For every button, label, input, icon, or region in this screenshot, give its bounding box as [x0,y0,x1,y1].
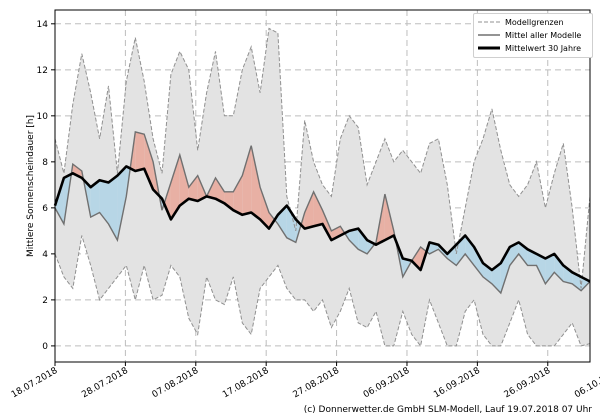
fill-above-19 [224,191,234,211]
fill-below-57 [563,265,573,284]
fill-below-6 [108,175,118,241]
fill-below-5 [99,180,109,224]
fill-above-13 [170,154,180,220]
legend-item-climatology: Mittelwert 30 Jahre [478,42,581,54]
fill-below-55 [545,253,555,284]
y-axis-label: Mittlere Sonnenscheindauer [h] [26,115,36,257]
fill-above-40 [411,247,421,270]
fill-above-12b [164,182,171,220]
legend-swatch-black [478,46,500,50]
legend-label-model-range: Modellgrenzen [505,17,564,27]
legend-item-model-range: Modellgrenzen [478,16,564,28]
model-max-line [54,27,591,289]
fill-below-56 [554,253,564,282]
fill-below-0 [55,177,64,224]
model-range-band [55,28,590,346]
fill-below-50 [500,247,510,293]
legend-label-model-mean: Mittel aller Modelle [505,30,582,40]
x-tick-label-17.08.2018: 17.08.2018 [221,366,271,401]
fill-below-59 [581,276,590,291]
legend-swatch-dashed [478,21,500,23]
fill-above-22 [251,145,261,220]
copyright-credit: (c) Donnerwetter.de GmbH SLM-Modell, Lau… [303,405,592,415]
y-tick-label-4: 4 [42,250,48,260]
x-axis: 18.07.2018 28.07.2018 07.08.2018 17.08.2018… [10,362,600,400]
plot-frame [54,9,591,363]
y-tick-label-2: 2 [42,296,48,306]
legend-item-model-mean: Mittel aller Modelle [478,29,581,41]
x-tick-label-16.09.2018: 16.09.2018 [432,366,482,401]
climatology-line [53,165,591,283]
fill-below-46 [465,235,475,266]
fill-below-47 [474,247,483,277]
fill-above-9 [135,131,145,171]
x-tick-label-07.08.2018: 07.08.2018 [151,366,201,401]
x-tick-label-26.09.2018: 26.09.2018 [503,366,553,401]
fill-above-23 [260,187,269,229]
model-range-area [55,28,590,346]
y-tick-label-8: 8 [42,158,48,168]
fill-below-51 [509,242,519,266]
fill-below-7 [117,166,127,241]
x-tick-label-28.07.2018: 28.07.2018 [80,366,130,401]
series-lines [53,27,591,348]
fill-above-20 [233,175,243,215]
y-tick-label-12: 12 [37,66,48,76]
model-mean-line [54,131,591,295]
y-tick-label-10: 10 [37,112,49,122]
fill-above-30 [322,210,332,241]
fill-below-26 [286,205,296,243]
fill-below-34 [358,228,368,254]
legend-swatch-gray [478,34,500,36]
x-tick-label-06.09.2018: 06.09.2018 [362,366,412,401]
y-tick-label-14: 14 [37,20,49,30]
legend: Modellgrenzen Mittel aller Modelle Mitte… [473,13,593,58]
fill-above-10 [144,134,154,190]
y-tick-label-0: 0 [42,342,48,352]
fill-above-21 [242,145,252,215]
y-tick-label-6: 6 [42,204,48,214]
fill-below-33 [349,228,359,250]
fill-below-4 [90,180,100,218]
x-tick-label-18.07.2018: 18.07.2018 [10,366,60,401]
x-tick-label-06.10.2018: 06.10.2018 [573,366,600,401]
fill-above-29 [313,191,323,227]
fill-above-15 [188,175,198,201]
fill-above-18 [215,177,225,204]
fill-below-54 [536,253,546,284]
fill-above-28 [304,191,314,229]
legend-label-climatology: Mittelwert 30 Jahre [505,43,582,53]
fill-below-48 [483,263,492,284]
y-axis: 0 2 4 6 8 10 12 14 [37,20,55,352]
fill-below-44 [447,244,457,266]
fill-above-14 [179,154,189,206]
model-min-line [54,235,591,348]
x-tick-label-27.08.2018: 27.08.2018 [291,366,341,401]
